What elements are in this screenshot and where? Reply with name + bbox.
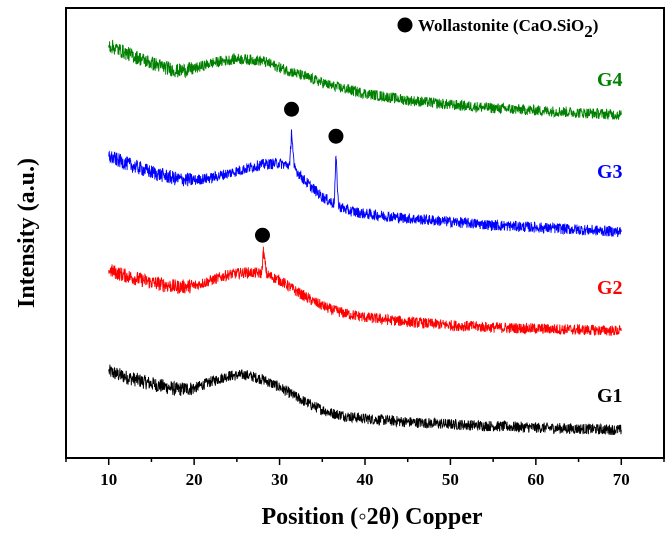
series-line-g4 [108,39,622,120]
legend-label: Wollastonite (CaO.SiO2) [418,16,598,41]
series-line-g1 [108,364,622,436]
series-label-g1: G1 [597,385,623,407]
plot-frame [65,7,665,459]
x-tick-label: 70 [613,470,630,489]
annotation-layer [254,101,344,243]
series-line-g2 [108,246,622,337]
legend-label-sub: 2 [584,22,593,41]
x-tick-label: 50 [442,470,459,489]
x-axis-title: Position (◦2θ) Copper [261,504,482,530]
series-line-g3 [108,129,622,238]
series-labels: G1 G2 G3 G4 [597,69,623,407]
series-label-g2: G2 [597,277,623,299]
legend-label-main: Wollastonite (CaO.SiO [418,16,584,35]
legend: Wollastonite (CaO.SiO2) [397,16,598,41]
peak-marker-3 [328,128,344,144]
series-layer [108,39,622,436]
x-tick-label: 10 [100,470,117,489]
y-axis-title: Intensity (a.u.) [14,158,40,308]
peak-marker-1 [254,227,270,243]
legend-marker [397,17,413,33]
x-tick-label: 20 [186,470,203,489]
series-label-g4: G4 [597,69,623,91]
x-axis: 10 20 30 40 50 60 70 [65,458,665,489]
series-label-g3: G3 [597,161,623,183]
peak-marker-2 [284,101,300,117]
x-tick-label: 40 [357,470,374,489]
x-tick-label: 60 [527,470,544,489]
legend-label-end: ) [593,16,599,35]
x-tick-label: 30 [271,470,288,489]
